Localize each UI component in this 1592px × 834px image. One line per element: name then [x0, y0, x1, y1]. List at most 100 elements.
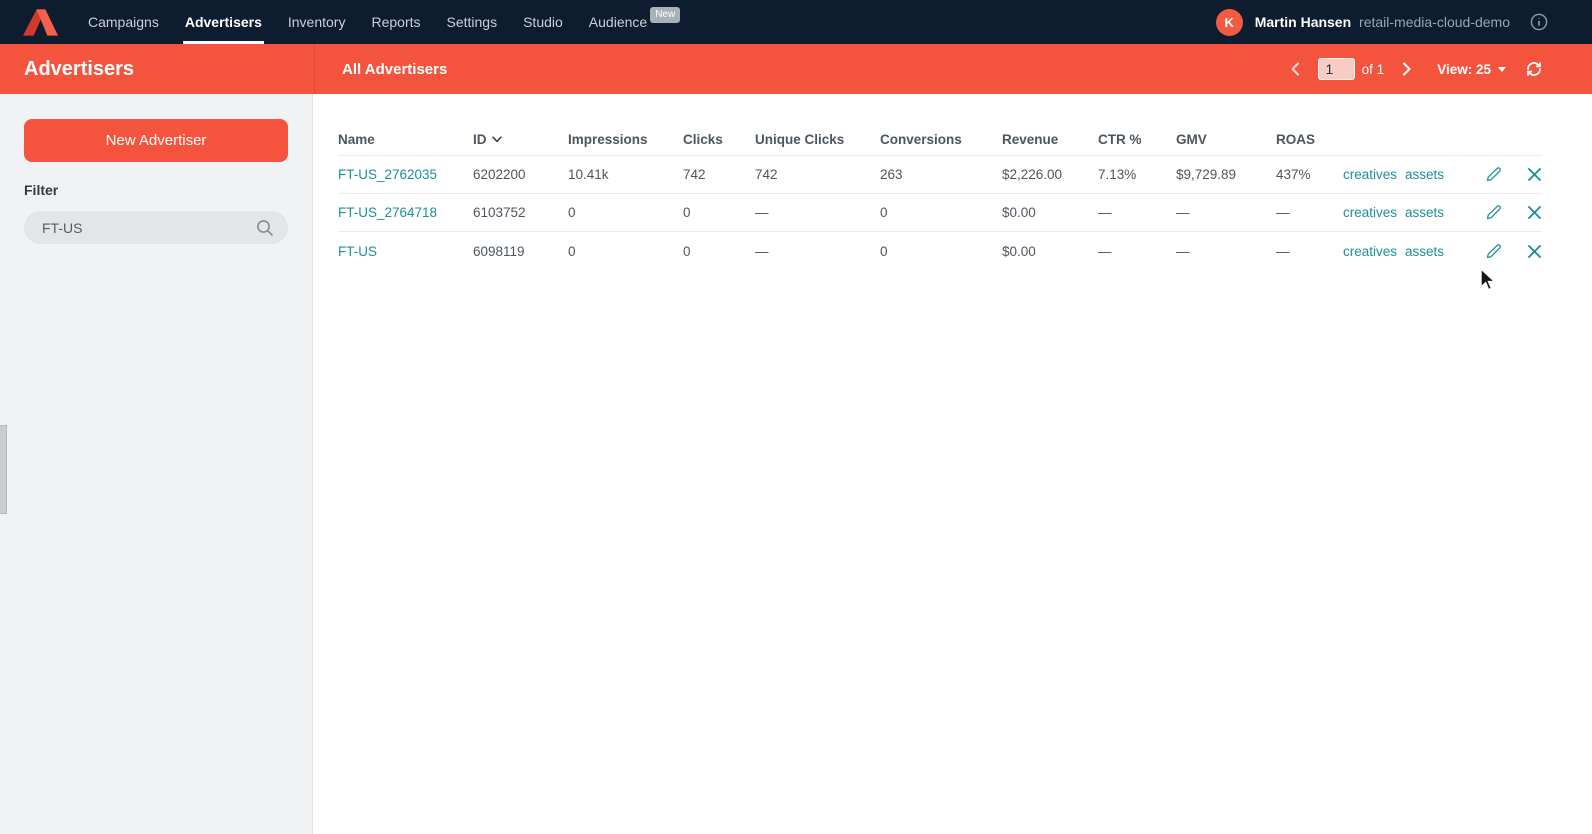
creatives-link[interactable]: creatives	[1343, 243, 1398, 259]
table-row: FT-US 6098119 0 0 — 0 $0.00 — — — creati…	[338, 232, 1542, 270]
table-body: FT-US_2762035 6202200 10.41k 742 742 263…	[338, 156, 1542, 270]
creatives-link[interactable]: creatives	[1343, 205, 1398, 220]
view-label: View: 25	[1437, 61, 1491, 77]
caret-down-icon	[1498, 66, 1506, 72]
info-icon[interactable]	[1530, 13, 1548, 31]
gmv-value: $9,729.89	[1176, 167, 1237, 182]
col-header-id[interactable]: ID	[473, 132, 568, 147]
filter-input[interactable]	[24, 211, 288, 244]
nav-studio[interactable]: Studio	[523, 14, 563, 30]
edit-pencil-icon[interactable]	[1485, 204, 1502, 221]
creatives-link[interactable]: creatives	[1343, 167, 1398, 182]
sidebar-header: Advertisers	[0, 44, 315, 94]
col-header-unique-clicks[interactable]: Unique Clicks	[755, 132, 845, 147]
impressions-value: 0	[568, 243, 576, 259]
content-header: All Advertisers of 1 View: 25	[315, 44, 1592, 94]
sort-chevron-down-icon	[491, 136, 502, 143]
next-page-button[interactable]	[1400, 61, 1413, 77]
clicks-value: 0	[683, 243, 691, 259]
clicks-value: 742	[683, 167, 706, 182]
col-header-conversions[interactable]: Conversions	[880, 132, 962, 147]
unique-clicks-value: —	[755, 205, 769, 220]
col-header-roas[interactable]: ROAS	[1276, 132, 1316, 147]
delete-x-icon[interactable]	[1527, 167, 1542, 182]
advertiser-id: 6202200	[473, 167, 526, 182]
sidebar: New Advertiser Filter	[0, 94, 313, 834]
gmv-value: —	[1176, 205, 1190, 220]
conversions-value: 0	[880, 243, 888, 259]
impressions-value: 10.41k	[568, 167, 609, 182]
new-advertiser-button[interactable]: New Advertiser	[24, 119, 288, 162]
main-nav: Campaigns Advertisers Inventory Reports …	[75, 0, 693, 44]
table-row: FT-US_2762035 6202200 10.41k 742 742 263…	[338, 156, 1542, 194]
search-icon	[256, 219, 274, 242]
conversions-value: 263	[880, 167, 903, 182]
avatar[interactable]: K	[1215, 8, 1243, 36]
assets-link[interactable]: assets	[1405, 205, 1445, 220]
edit-pencil-icon[interactable]	[1485, 243, 1502, 260]
revenue-value: $2,226.00	[1002, 167, 1063, 182]
delete-x-icon[interactable]	[1527, 244, 1542, 259]
delete-x-icon[interactable]	[1527, 205, 1542, 220]
gmv-value: —	[1176, 243, 1190, 259]
nav-audience[interactable]: Audience New	[576, 0, 693, 44]
filter-label: Filter	[24, 182, 59, 198]
top-nav-right: K Martin Hansen retail-media-cloud-demo	[1215, 0, 1592, 44]
filter-search-box	[24, 211, 288, 244]
revenue-value: $0.00	[1002, 243, 1036, 259]
user-name: Martin Hansen	[1254, 14, 1352, 30]
user-info[interactable]: Martin Hansen retail-media-cloud-demo	[1255, 14, 1510, 30]
assets-link[interactable]: assets	[1405, 167, 1445, 182]
nav-audience-label: Audience	[588, 14, 648, 30]
page-header: Advertisers All Advertisers of 1 View: 2…	[0, 44, 1592, 94]
advertiser-id: 6103752	[473, 205, 526, 220]
ctr-value: 7.13%	[1098, 167, 1137, 182]
advertisers-table: Name ID Impressions Clicks Unique Clicks…	[313, 94, 1592, 834]
ctr-value: —	[1098, 205, 1112, 220]
roas-value: —	[1276, 205, 1290, 220]
conversions-value: 0	[880, 205, 888, 220]
advertiser-name-link[interactable]: FT-US_2762035	[338, 167, 438, 182]
top-nav: Campaigns Advertisers Inventory Reports …	[0, 0, 1592, 44]
roas-value: —	[1276, 243, 1290, 259]
col-header-revenue[interactable]: Revenue	[1002, 132, 1059, 147]
unique-clicks-value: —	[755, 243, 769, 259]
col-header-ctr[interactable]: CTR %	[1098, 132, 1142, 147]
new-badge: New	[650, 7, 681, 23]
col-header-clicks[interactable]: Clicks	[683, 132, 723, 147]
kevel-logo-icon[interactable]	[22, 0, 59, 44]
table-header: Name ID Impressions Clicks Unique Clicks…	[338, 124, 1542, 156]
roas-value: 437%	[1276, 167, 1311, 182]
col-header-impressions[interactable]: Impressions	[568, 132, 648, 147]
revenue-value: $0.00	[1002, 205, 1036, 220]
nav-settings[interactable]: Settings	[446, 14, 498, 30]
page-count-label: of 1	[1361, 61, 1385, 77]
prev-page-button[interactable]	[1289, 61, 1302, 77]
advertiser-name-link[interactable]: FT-US	[338, 243, 377, 259]
impressions-value: 0	[568, 205, 576, 220]
account-name: retail-media-cloud-demo	[1359, 14, 1510, 30]
table-row: FT-US_2764718 6103752 0 0 — 0 $0.00 — — …	[338, 194, 1542, 232]
view-dropdown[interactable]: View: 25	[1437, 62, 1506, 77]
pagination: of 1 View: 25	[1289, 58, 1592, 80]
nav-reports[interactable]: Reports	[371, 14, 421, 30]
assets-link[interactable]: assets	[1405, 243, 1445, 259]
refresh-button[interactable]	[1526, 61, 1542, 77]
page-title: Advertisers	[24, 57, 135, 80]
nav-advertisers[interactable]: Advertisers	[172, 0, 275, 44]
ctr-value: —	[1098, 243, 1112, 259]
unique-clicks-value: 742	[755, 167, 778, 182]
clicks-value: 0	[683, 205, 691, 220]
nav-campaigns[interactable]: Campaigns	[88, 14, 159, 30]
avatar-letter: K	[1224, 14, 1234, 30]
edit-pencil-icon[interactable]	[1485, 166, 1502, 183]
scrollbar-thumb[interactable]	[0, 425, 7, 514]
page-body: New Advertiser Filter Name ID Impression…	[0, 94, 1592, 834]
col-header-gmv[interactable]: GMV	[1176, 132, 1207, 147]
advertiser-id: 6098119	[473, 243, 525, 259]
advertiser-name-link[interactable]: FT-US_2764718	[338, 205, 438, 220]
nav-inventory[interactable]: Inventory	[287, 14, 346, 30]
col-header-name[interactable]: Name	[338, 132, 375, 147]
page-input[interactable]	[1317, 58, 1355, 80]
